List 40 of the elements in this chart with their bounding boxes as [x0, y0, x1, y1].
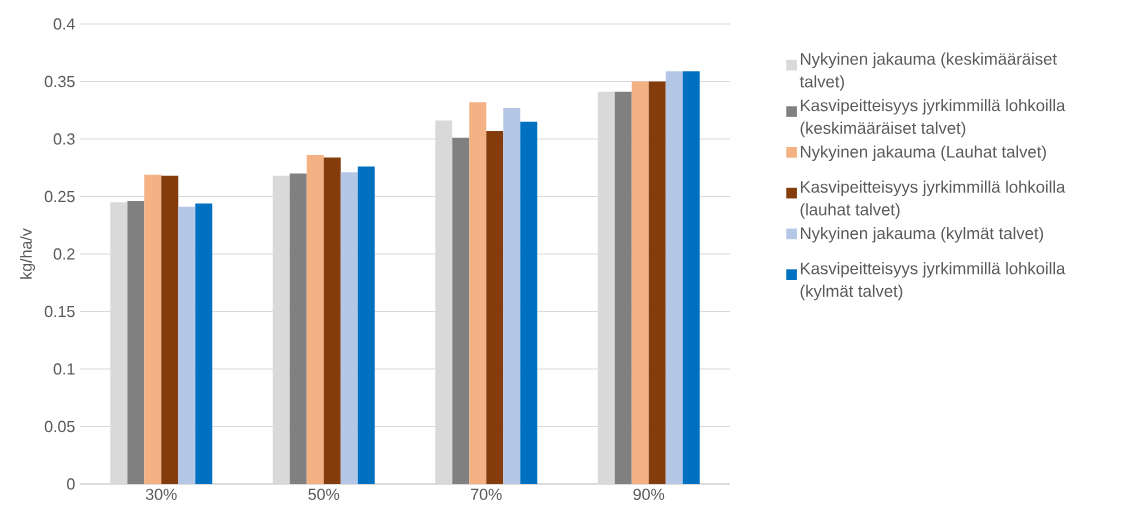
y-tick-label: 0.35 [44, 75, 75, 88]
bar [452, 137, 470, 484]
bar [127, 201, 145, 484]
legend-label: Nykyinen jakauma (Lauhat talvet) [800, 145, 1046, 161]
y-tick-label: 0.15 [44, 305, 75, 318]
y-tick-label: 0.1 [53, 363, 75, 375]
y-tick-label: 0.05 [44, 420, 75, 433]
bar [178, 206, 196, 484]
legend-label: Kasvipeitteisyys jyrkimmillä lohkoilla (lauhat talvet) [800, 180, 1066, 219]
bar [161, 175, 179, 484]
x-tick-label: 70% [471, 488, 502, 501]
y-tick-label: 0.3 [53, 133, 75, 145]
bar [631, 81, 649, 484]
bar [503, 107, 521, 484]
bar [469, 102, 487, 484]
x-tick-label: 90% [633, 488, 665, 501]
y-tick-label: 0.25 [44, 190, 75, 203]
bar [648, 81, 666, 484]
bar [486, 130, 504, 484]
x-tick-label: 30% [145, 488, 177, 501]
bar [323, 157, 341, 484]
bar [357, 166, 375, 484]
bar [614, 91, 632, 484]
legend-label: Nykyinen jakauma (kylmät talvet) [800, 226, 1044, 243]
y-tick-label: 0.4 [53, 18, 75, 30]
bar [340, 172, 358, 484]
bar [520, 121, 538, 484]
bar [665, 71, 683, 484]
bar [195, 203, 213, 484]
bar [289, 173, 307, 484]
bar [144, 174, 162, 484]
y-tick-label: 0.2 [53, 248, 75, 260]
bar [306, 155, 324, 484]
legend-label: Nykyinen jakauma (keskimääräiset talvet) [799, 52, 1057, 91]
x-tick-label: 50% [308, 488, 340, 501]
y-axis-title: kg/ha/v [20, 228, 36, 279]
legend-label: Kasvipeitteisyys jyrkimmillä lohkoilla (keskimääräiset talvet) [800, 99, 1066, 138]
legend-label: Kasvipeitteisyys jyrkimmillä lohkoilla (kylmät talvet) [800, 262, 1066, 301]
bar [682, 71, 700, 484]
y-tick-label: 0 [67, 478, 75, 490]
